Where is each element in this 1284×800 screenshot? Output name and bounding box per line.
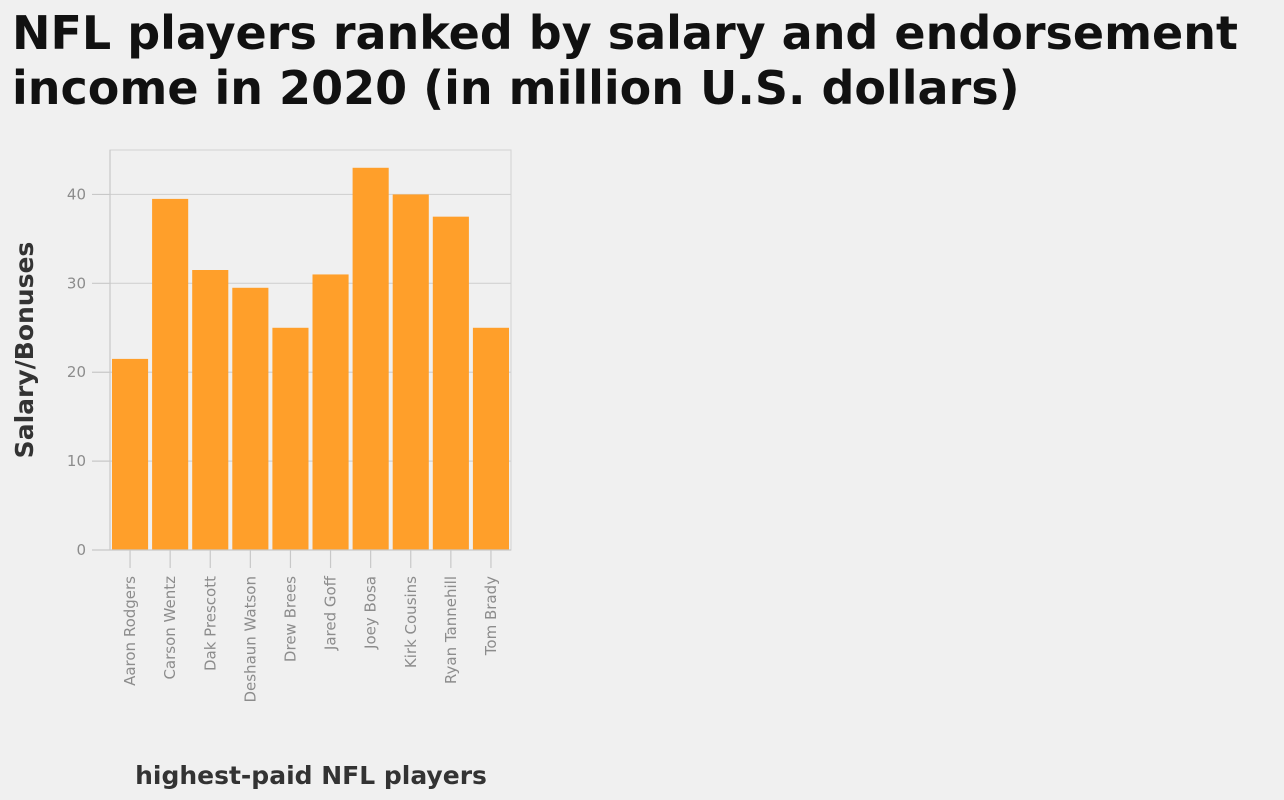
x-tick-label: Carson Wentz <box>161 576 179 680</box>
bar <box>472 327 509 550</box>
bar <box>392 194 429 550</box>
x-tick-label: Tom Brady <box>482 576 500 656</box>
chart-title: NFL players ranked by salary and endorse… <box>12 6 1238 115</box>
x-tick-label: Ryan Tannehill <box>442 576 460 684</box>
x-axis-title: highest-paid NFL players <box>135 761 487 790</box>
bar <box>312 274 349 550</box>
y-axis-title: Salary/Bonuses <box>10 242 39 459</box>
x-tick-label: Aaron Rodgers <box>121 576 139 686</box>
bars <box>112 167 509 550</box>
bar <box>432 216 469 550</box>
bar <box>272 327 309 550</box>
bar <box>232 287 269 550</box>
x-tick-label: Deshaun Watson <box>241 576 259 703</box>
bar <box>152 198 189 550</box>
y-tick-label: 10 <box>67 452 86 470</box>
y-tick-label: 40 <box>67 185 86 203</box>
x-tick-label: Jared Goff <box>322 575 340 651</box>
x-tick-label: Joey Bosa <box>362 576 380 650</box>
y-tick-label: 20 <box>67 363 86 381</box>
y-tick-label: 0 <box>76 541 86 559</box>
y-tick-label: 30 <box>67 274 86 292</box>
x-tick-label: Kirk Cousins <box>402 576 420 668</box>
y-axis: 0 10 20 30 40 <box>67 150 111 559</box>
bar <box>192 270 229 550</box>
x-tick-label: Drew Brees <box>281 576 299 662</box>
x-axis: Aaron Rodgers Carson Wentz Dak Prescott Des… <box>110 549 511 703</box>
bar <box>352 167 389 550</box>
x-tick-label: Dak Prescott <box>201 576 219 671</box>
bar <box>112 358 149 550</box>
